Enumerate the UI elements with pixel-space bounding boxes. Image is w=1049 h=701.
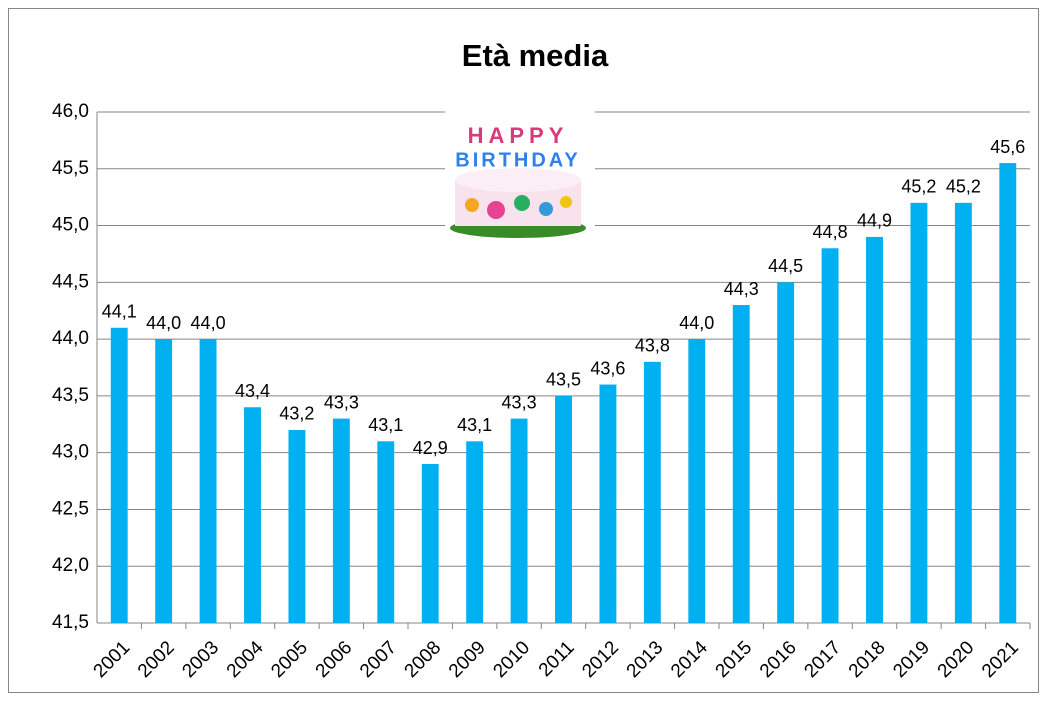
y-tick-label: 42,5	[52, 498, 89, 519]
data-label: 44,5	[768, 256, 803, 276]
data-label: 44,0	[146, 313, 181, 333]
cake-image: HAPPY BIRTHDAY	[445, 108, 595, 243]
annotation: HAPPY	[468, 123, 569, 148]
bar	[955, 203, 972, 623]
y-tick-label: 42,0	[52, 555, 89, 576]
bar	[333, 419, 350, 623]
data-label: 43,8	[635, 336, 670, 356]
y-tick-label: 43,5	[52, 385, 89, 406]
bar	[555, 396, 572, 623]
bar	[599, 385, 616, 623]
bar	[644, 362, 661, 623]
data-label: 45,2	[901, 177, 936, 197]
y-tick-label: 45,5	[52, 158, 89, 179]
bar	[155, 339, 172, 623]
bar	[822, 248, 839, 623]
data-label: 45,6	[990, 137, 1025, 157]
data-label: 44,0	[191, 313, 226, 333]
data-label: 43,3	[502, 392, 537, 412]
data-label: 43,3	[324, 392, 359, 412]
bar	[866, 237, 883, 623]
data-label: 43,2	[279, 404, 314, 424]
bar	[244, 407, 261, 623]
bar	[377, 441, 394, 623]
bar	[999, 163, 1016, 623]
data-label: 45,2	[946, 177, 981, 197]
y-tick-label: 45,0	[52, 215, 89, 236]
data-label: 44,8	[813, 222, 848, 242]
y-tick-label: 41,5	[52, 612, 89, 633]
bar	[777, 282, 794, 623]
bar	[466, 441, 483, 623]
bar	[288, 430, 305, 623]
data-label: 43,5	[546, 370, 581, 390]
chart: Età media HAPPY BIRTHDAY 41,5 42,0 42,5 43,…	[0, 0, 1049, 701]
data-label: 44,0	[679, 313, 714, 333]
bar	[422, 464, 439, 623]
data-label: 44,9	[857, 211, 892, 231]
y-tick-label: 44,0	[52, 328, 89, 349]
data-label: 43,1	[457, 415, 492, 435]
data-label: 43,6	[590, 358, 625, 378]
bar	[733, 305, 750, 623]
data-label: 43,4	[235, 381, 270, 401]
data-label: 44,1	[102, 302, 137, 322]
bar	[688, 339, 705, 623]
annotation: BIRTHDAY	[455, 149, 581, 171]
bar	[111, 328, 128, 623]
bar	[910, 203, 927, 623]
data-label: 43,1	[368, 415, 403, 435]
chart-title: Età media	[462, 38, 609, 73]
bar	[511, 419, 528, 623]
y-tick-label: 43,0	[52, 442, 89, 463]
data-label: 42,9	[413, 438, 448, 458]
y-tick-label: 46,0	[52, 101, 89, 122]
data-label: 44,3	[724, 279, 759, 299]
y-tick-label: 44,5	[52, 271, 89, 292]
bar	[200, 339, 217, 623]
